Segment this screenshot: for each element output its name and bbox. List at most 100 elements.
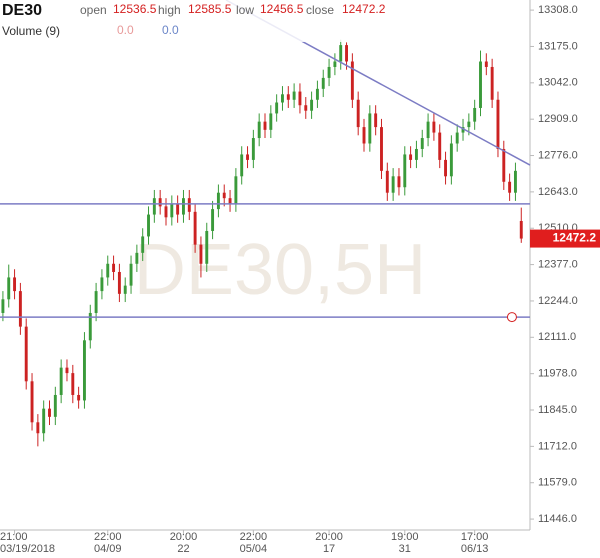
candle-body	[333, 61, 337, 67]
y-tick-label: 12776.0	[538, 149, 578, 161]
candle-body	[409, 154, 413, 160]
candle-body	[414, 148, 418, 160]
candle-body	[187, 198, 191, 212]
volume-value: 0.0	[117, 23, 134, 37]
candle-body	[327, 66, 331, 78]
candle-body	[315, 88, 319, 100]
candle-body	[444, 159, 448, 177]
y-tick-label: 12909.0	[538, 113, 578, 125]
y-tick-label: 13308.0	[538, 4, 578, 16]
x-tick-date: 22	[177, 543, 189, 555]
candle-body	[228, 198, 232, 204]
candle-body	[298, 91, 302, 106]
candle-body	[123, 285, 127, 294]
candle-body	[164, 206, 168, 218]
candle-body	[117, 271, 121, 294]
x-tick-label: 21:00	[0, 531, 28, 543]
candle-body	[385, 170, 389, 193]
candle-body	[18, 291, 22, 327]
candle-body	[24, 326, 28, 382]
candle-body	[216, 192, 220, 210]
candle-body	[368, 113, 372, 144]
candle-body	[152, 198, 156, 215]
candle-body	[147, 214, 150, 237]
candle-body	[380, 127, 383, 171]
y-tick-label: 11845.0	[538, 404, 577, 416]
symbol: DE30	[2, 2, 42, 19]
candle-body	[65, 367, 69, 374]
candle-body	[263, 121, 267, 130]
y-tick-label: 11978.0	[538, 368, 577, 380]
candle-body	[339, 45, 343, 62]
x-tick-label: 22:00	[240, 531, 268, 543]
candle-body	[36, 422, 40, 434]
candle-body	[362, 127, 366, 144]
candle-body	[502, 148, 506, 182]
header-label: close	[306, 3, 334, 17]
candle-body	[461, 127, 465, 133]
candle-body	[129, 263, 133, 286]
candle-body	[449, 143, 453, 177]
candle-body	[88, 312, 92, 341]
y-tick-label: 12244.0	[538, 295, 578, 307]
y-tick-label: 12111.0	[538, 331, 576, 343]
candle-body	[350, 61, 354, 100]
candle-body	[251, 138, 255, 160]
candle-body	[30, 381, 34, 423]
candle-body	[158, 198, 162, 207]
candle-body	[240, 154, 244, 177]
candle-body	[304, 105, 308, 111]
x-tick-label: 20:00	[170, 531, 198, 543]
candle-body	[490, 66, 494, 100]
header-label: high	[158, 3, 181, 17]
candle-body	[345, 45, 348, 62]
header-value: 12472.2	[342, 2, 386, 16]
price-tag	[530, 229, 600, 248]
candle-body	[403, 154, 407, 188]
x-tick-date: 06/13	[461, 543, 489, 555]
candle-body	[53, 394, 57, 417]
candle-body	[269, 113, 273, 130]
candle-body	[193, 211, 197, 245]
alert-marker	[506, 312, 517, 323]
candle-body	[286, 94, 290, 100]
candle-body	[455, 132, 459, 144]
candle-body	[82, 340, 86, 401]
candle-body	[77, 394, 81, 401]
volume-value: 0.0	[162, 23, 179, 37]
x-tick-label: 20:00	[315, 531, 343, 543]
candle-body	[205, 230, 209, 264]
candle-body	[13, 277, 17, 292]
candle-body	[112, 263, 116, 272]
candle-body	[246, 154, 249, 160]
y-tick-label: 12643.0	[538, 186, 578, 198]
candle-body	[479, 61, 482, 108]
x-tick-label: 19:00	[391, 531, 419, 543]
candle-body	[275, 102, 279, 114]
x-tick-date: 17	[323, 543, 335, 555]
candle-body	[508, 181, 512, 193]
candle-body	[141, 236, 145, 253]
candle-body	[234, 176, 238, 204]
x-tick-label: 17:00	[461, 531, 489, 543]
candle-body	[176, 203, 180, 215]
candle-body	[100, 277, 104, 292]
candle-body	[374, 113, 378, 128]
y-tick-label: 11579.0	[538, 477, 577, 489]
header-value: 12585.5	[188, 2, 232, 16]
y-tick-label: 12377.0	[538, 258, 578, 270]
x-tick-date: 03/19/2018	[0, 543, 55, 555]
candle-body	[222, 192, 226, 199]
candle-body	[473, 107, 477, 122]
candle-body	[42, 408, 46, 434]
header-bg	[0, 0, 360, 42]
y-tick-label: 11446.0	[538, 513, 577, 525]
candle-body	[397, 176, 401, 188]
candle-body	[356, 99, 360, 128]
candle-body	[519, 220, 523, 239]
candle-body	[7, 277, 11, 300]
volume-label: Volume (9)	[2, 24, 60, 38]
candle-body	[467, 121, 471, 128]
candle-body	[484, 61, 488, 67]
